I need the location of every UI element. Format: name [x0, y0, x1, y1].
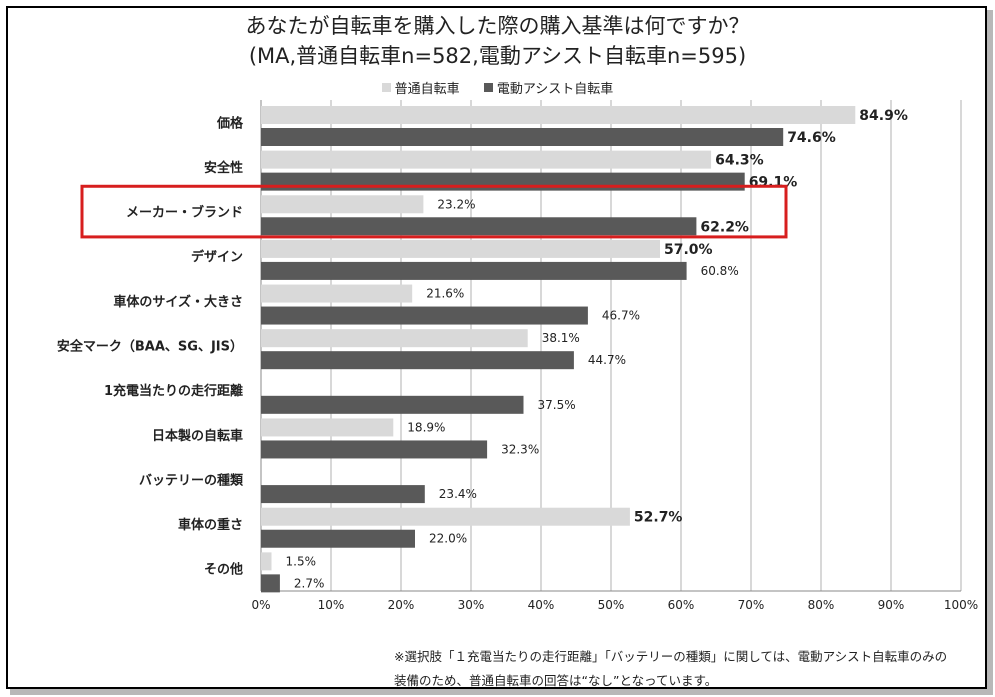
- x-tick-label: 10%: [318, 598, 345, 612]
- data-label: 1.5%: [286, 554, 317, 568]
- data-label: 44.7%: [588, 353, 626, 367]
- data-label: 38.1%: [542, 331, 580, 345]
- category-label: メーカー・ブランド: [126, 205, 243, 221]
- bar-regular: [261, 106, 856, 124]
- bar-electric: [261, 440, 488, 459]
- data-label: 21.6%: [426, 287, 464, 301]
- x-tick-label: 80%: [808, 598, 835, 612]
- legend-label-electric: 電動アシスト自転車: [496, 82, 614, 97]
- x-tick-label: 90%: [878, 598, 905, 612]
- data-label: 84.9%: [859, 108, 908, 124]
- bar-regular: [261, 552, 272, 571]
- bar-regular: [261, 239, 660, 258]
- x-tick-label: 70%: [738, 598, 765, 612]
- legend-label-regular: 普通自転車: [394, 82, 460, 97]
- data-label: 57.0%: [664, 242, 713, 258]
- x-tick-label: 100%: [944, 598, 978, 612]
- data-label: 62.2%: [700, 219, 749, 235]
- category-label: 車体の重さ: [178, 517, 243, 533]
- data-label: 64.3%: [715, 153, 764, 169]
- bar-electric: [261, 351, 574, 370]
- highlight-box: [80, 184, 788, 239]
- footnote-line-2: 装備のため、普通自転車の回答は“なし”となっています。: [394, 673, 718, 688]
- bar-electric: [261, 261, 687, 280]
- legend-swatch-electric: [483, 83, 493, 92]
- category-label: 日本製の自転車: [152, 428, 243, 444]
- bar-electric: [261, 306, 588, 325]
- x-tick-label: 30%: [458, 598, 485, 612]
- footnote-line-1: ※選択肢「１充電当たりの走行距離」「バッテリーの種類」に関しては、電動アシスト自…: [394, 649, 948, 664]
- data-label: 23.2%: [437, 197, 475, 211]
- category-label: デザイン: [191, 249, 243, 265]
- legend: 普通自転車 電動アシスト自転車: [0, 78, 995, 97]
- bar-electric: [261, 529, 415, 548]
- data-label: 60.8%: [701, 264, 739, 278]
- bar-electric: [261, 217, 697, 236]
- bar-regular: [261, 329, 528, 348]
- chart-title: あなたが自転車を購入した際の購入基準は何ですか？: [245, 14, 750, 38]
- data-label: 37.5%: [538, 398, 576, 412]
- legend-item-electric: 電動アシスト自転車: [483, 78, 614, 97]
- data-label: 18.9%: [407, 420, 445, 434]
- bar-regular: [261, 195, 424, 214]
- data-label: 74.6%: [787, 130, 836, 146]
- bar-electric: [261, 485, 425, 504]
- bar-regular: [261, 418, 394, 437]
- category-label: 安全性: [204, 160, 243, 176]
- data-label: 22.0%: [429, 532, 467, 546]
- bar-regular: [261, 284, 413, 303]
- category-label: 価格: [216, 115, 244, 131]
- chart-subtitle: (MA,普通自転車n=582,電動アシスト自転車n=595): [248, 44, 747, 68]
- data-label: 69.1%: [749, 175, 798, 191]
- category-label: 1充電当たりの走行距離: [104, 383, 243, 399]
- x-tick-label: 20%: [388, 598, 415, 612]
- data-label: 32.3%: [501, 442, 539, 456]
- category-label: 安全マーク（BAA、SG、JIS）: [57, 339, 243, 355]
- category-label: 車体のサイズ・大きさ: [113, 294, 243, 310]
- category-label: バッテリーの種類: [139, 472, 244, 488]
- data-label: 46.7%: [602, 309, 640, 323]
- x-tick-label: 50%: [598, 598, 625, 612]
- data-label: 52.7%: [634, 510, 683, 526]
- x-tick-label: 0%: [251, 598, 270, 612]
- legend-item-regular: 普通自転車: [381, 78, 460, 97]
- bar-electric: [261, 574, 280, 593]
- bar-electric: [261, 172, 745, 191]
- x-tick-label: 60%: [668, 598, 695, 612]
- bar-regular: [261, 507, 630, 526]
- bar-electric: [261, 128, 784, 146]
- data-label: 23.4%: [439, 487, 477, 501]
- bar-electric: [261, 395, 524, 414]
- legend-swatch-regular: [381, 83, 391, 92]
- bar-regular: [261, 150, 712, 169]
- x-tick-label: 40%: [528, 598, 555, 612]
- data-label: 2.7%: [294, 576, 325, 590]
- category-label: その他: [204, 562, 243, 578]
